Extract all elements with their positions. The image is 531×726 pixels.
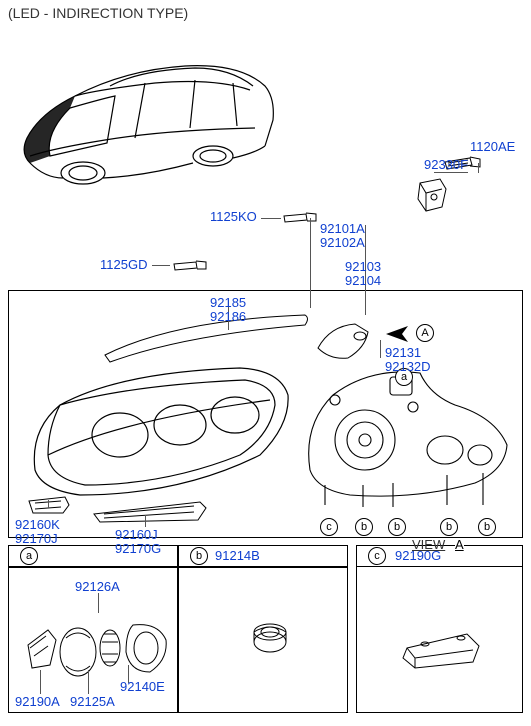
diagram-title: (LED - INDIRECTION TYPE)	[8, 6, 188, 21]
circle-b-rear4: b	[478, 518, 496, 536]
leader-line	[48, 500, 49, 508]
leader-line	[88, 670, 89, 694]
part-label: 1120AE	[470, 140, 515, 154]
leader-line	[478, 163, 479, 173]
leader-line	[310, 218, 311, 308]
circle-b-header: b	[190, 547, 208, 565]
part-label: 92170G	[115, 542, 161, 556]
leader-line	[40, 670, 41, 694]
circle-A-top: A	[416, 324, 434, 342]
part-label: 92102A	[320, 236, 365, 250]
part-label: 92170J	[15, 532, 58, 546]
leader-line	[98, 593, 99, 613]
detail-c-illustration	[395, 610, 490, 675]
circle-b-rear2: b	[388, 518, 406, 536]
part-label: 1125KO	[210, 210, 257, 224]
circle-b-rear1: b	[355, 518, 373, 536]
detail-b-body	[178, 567, 348, 713]
leader-line	[261, 218, 281, 219]
leader-line	[380, 340, 381, 358]
car-illustration	[15, 28, 280, 198]
leader-line	[152, 265, 170, 266]
part-label: 92132D	[385, 360, 431, 374]
part-label: 92190G	[395, 549, 441, 563]
part-label: 92140E	[120, 680, 165, 694]
part-label: 92125A	[70, 695, 115, 709]
part-label: 92186	[210, 310, 246, 324]
circle-b-rear3: b	[440, 518, 458, 536]
circle-A-view: A	[455, 538, 464, 551]
circle-c-header: c	[368, 547, 386, 565]
part-label: 1125GD	[100, 258, 147, 272]
bracket-left-icon	[25, 495, 73, 517]
part-label: 92190A	[15, 695, 60, 709]
view-arrow-icon	[380, 322, 412, 344]
leader-line	[145, 515, 146, 527]
bolt-icon	[170, 258, 214, 276]
bolt-icon	[280, 210, 324, 228]
leader-line	[128, 665, 129, 683]
circle-c-rear: c	[320, 518, 338, 536]
circle-a-header: a	[20, 547, 38, 565]
bracket-right-icon	[90, 500, 210, 526]
part-label: 91214B	[215, 549, 260, 563]
part-label: 92330F	[424, 158, 468, 172]
part-label: 92104	[345, 274, 381, 288]
bracket-icon	[412, 175, 452, 217]
